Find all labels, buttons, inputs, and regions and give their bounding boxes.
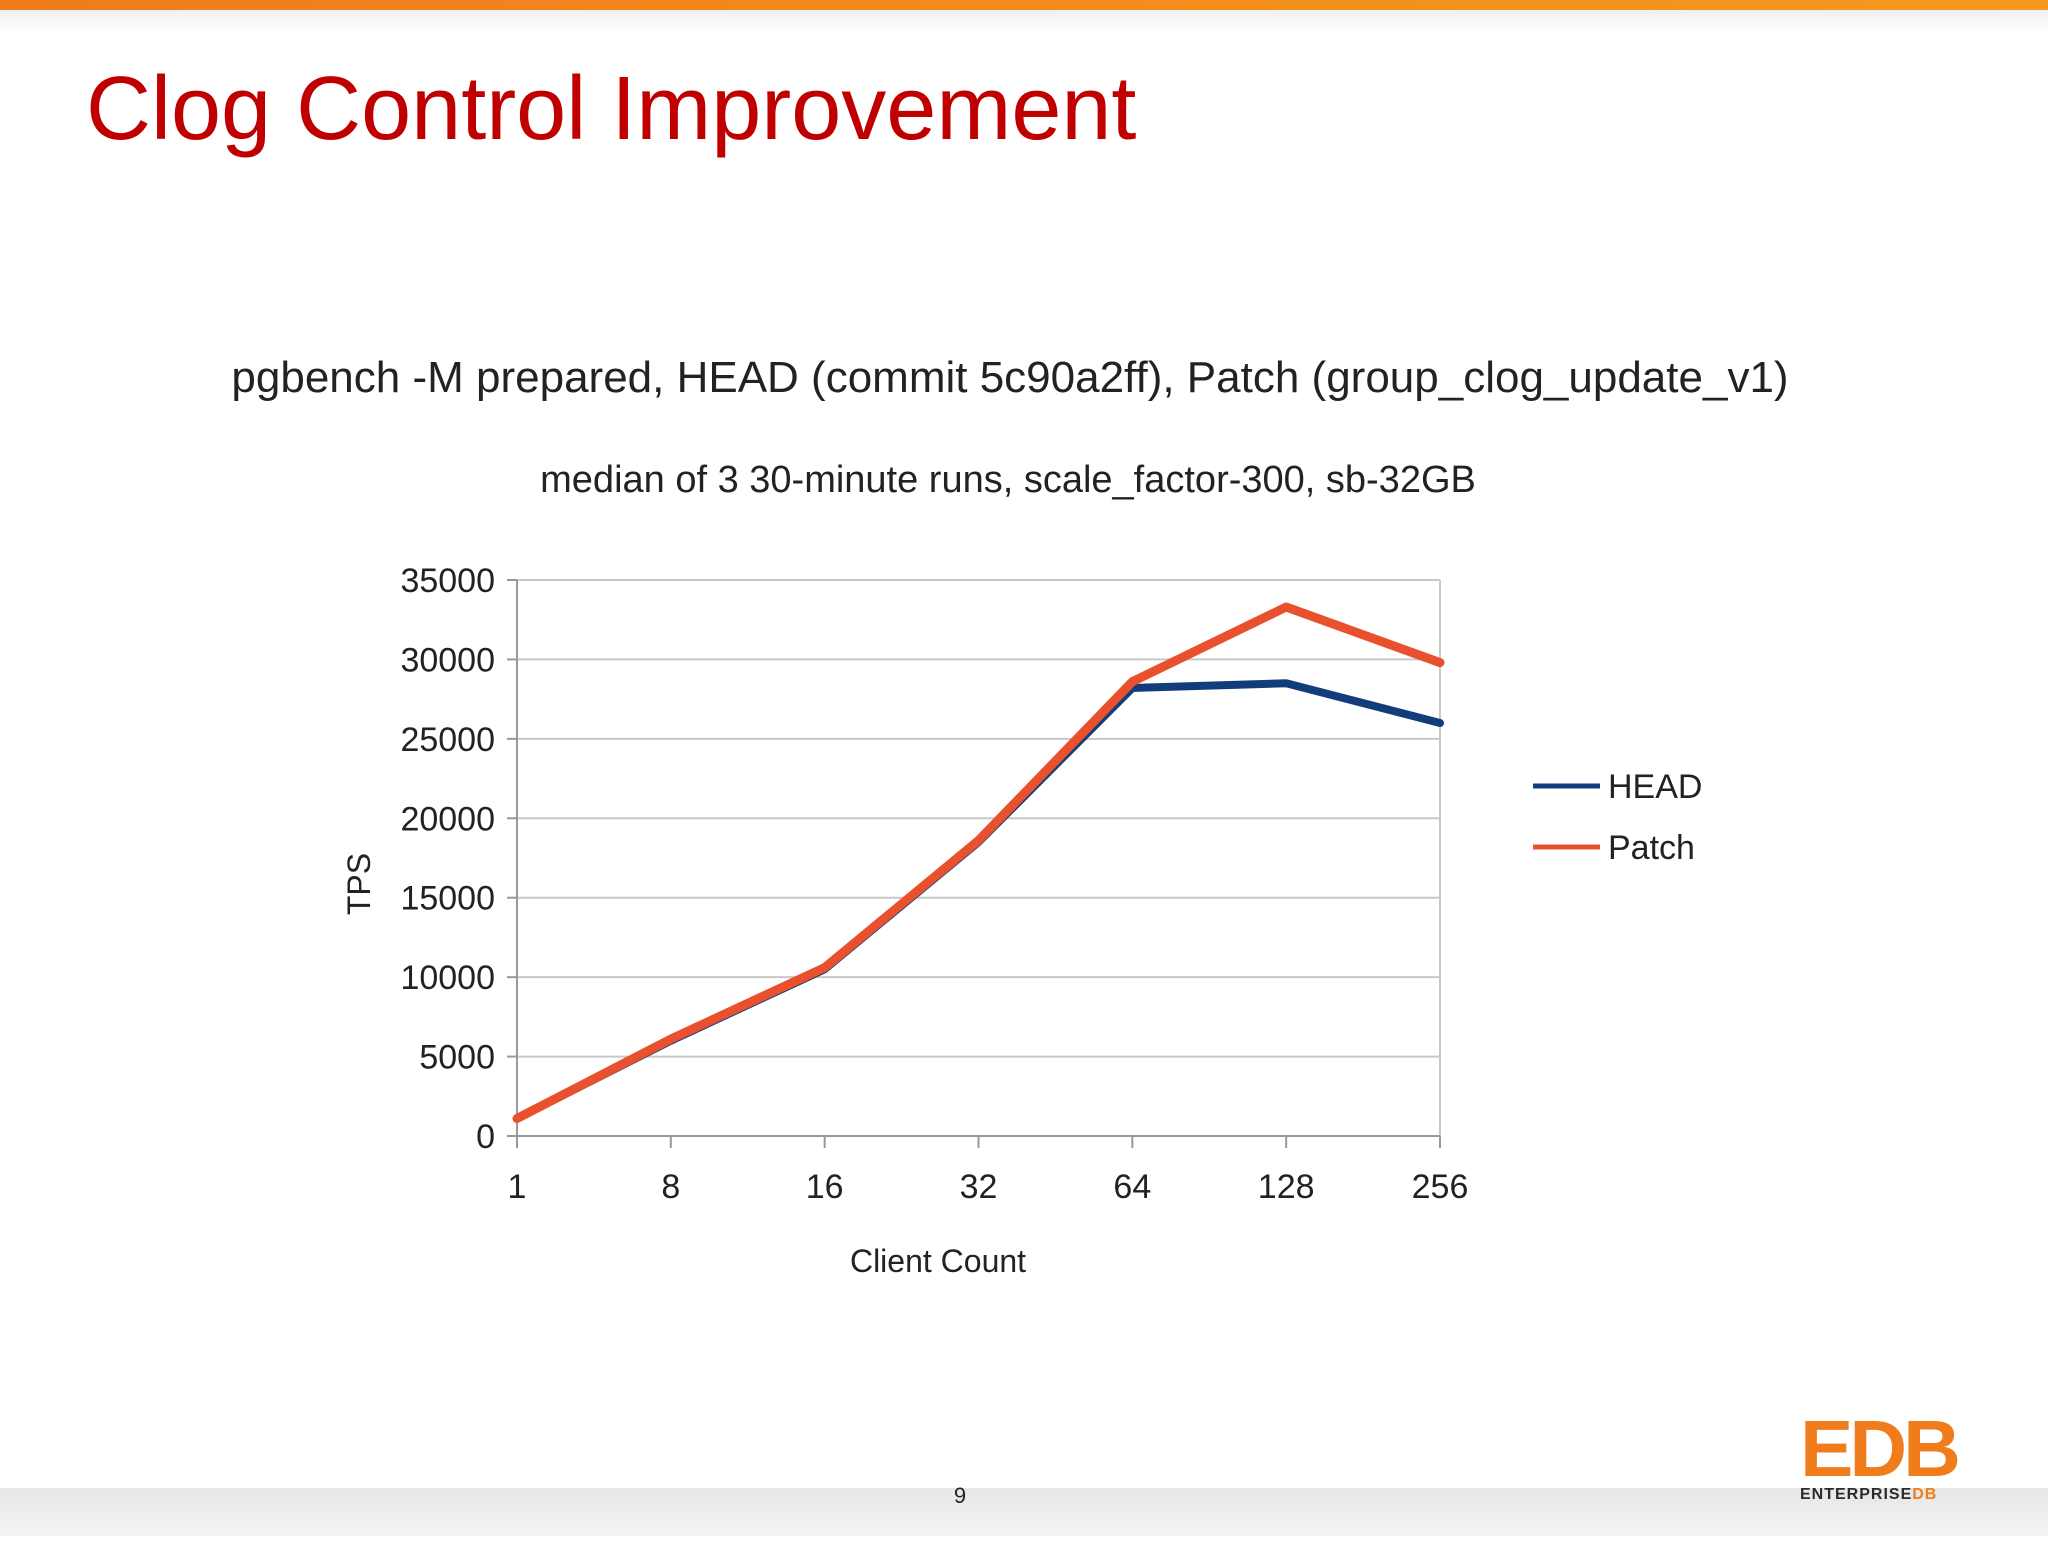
y-tick-label: 10000	[400, 959, 495, 997]
data-point-patch	[514, 1115, 520, 1122]
logo-sub-enterprise: ENTERPRISE	[1800, 1486, 1913, 1503]
y-tick-label: 25000	[400, 721, 495, 759]
x-tick-label: 128	[1258, 1168, 1315, 1206]
data-point-head	[1283, 680, 1290, 687]
logo-subtext: ENTERPRISEDB	[1800, 1486, 1950, 1504]
data-point-patch	[1437, 659, 1443, 666]
legend-label-head: HEAD	[1608, 768, 1702, 806]
legend-label-patch: Patch	[1608, 829, 1695, 867]
data-point-head	[1437, 719, 1443, 726]
top-shadow	[0, 10, 2048, 32]
page-number: 9	[953, 1483, 967, 1508]
chart-legend: HEAD Patch	[1533, 768, 1702, 867]
x-tick-label: 32	[960, 1168, 998, 1206]
x-axis-label: Client Count	[850, 1243, 1026, 1279]
x-tick-label: 8	[661, 1168, 680, 1206]
y-axis-label: TPS	[341, 853, 377, 915]
data-point-patch	[1129, 678, 1136, 685]
data-point-patch	[975, 837, 982, 844]
y-tick-label: 0	[476, 1118, 495, 1156]
edb-logo: EDB ENTERPRISEDB	[1800, 1409, 1961, 1504]
chart-series	[512, 602, 1445, 1123]
y-tick-label: 30000	[400, 641, 495, 679]
y-tick-label: 5000	[419, 1039, 495, 1077]
x-tick-label: 16	[806, 1168, 844, 1206]
slide-title: Clog Control Improvement	[86, 59, 1137, 159]
x-tick-label: 64	[1113, 1168, 1151, 1206]
chart-subtitle: median of 3 30-minute runs, scale_factor…	[540, 459, 1476, 501]
chart-axes: 0 5000 10000 15000 20000 25000 30000 35000 1 8 16 3…	[400, 562, 1468, 1206]
y-tick-label: 35000	[400, 562, 495, 600]
series-line-head	[513, 679, 1444, 1123]
top-accent-bar	[0, 0, 2048, 10]
footer-bar	[0, 1488, 2048, 1536]
x-tick-label: 256	[1412, 1168, 1469, 1206]
data-point-patch	[821, 964, 828, 971]
x-tick-label: 1	[508, 1168, 527, 1206]
logo-sub-db: DB	[1912, 1486, 1938, 1503]
y-tick-label: 20000	[400, 800, 495, 838]
chart-title: pgbench -M prepared, HEAD (commit 5c90a2…	[231, 353, 1788, 402]
data-point-patch	[1283, 604, 1290, 611]
logo-mark: EDB	[1800, 1409, 1961, 1489]
logo-mark-text: EDB	[1800, 1404, 1961, 1493]
data-point-patch	[667, 1036, 674, 1043]
y-tick-label: 15000	[400, 880, 495, 918]
